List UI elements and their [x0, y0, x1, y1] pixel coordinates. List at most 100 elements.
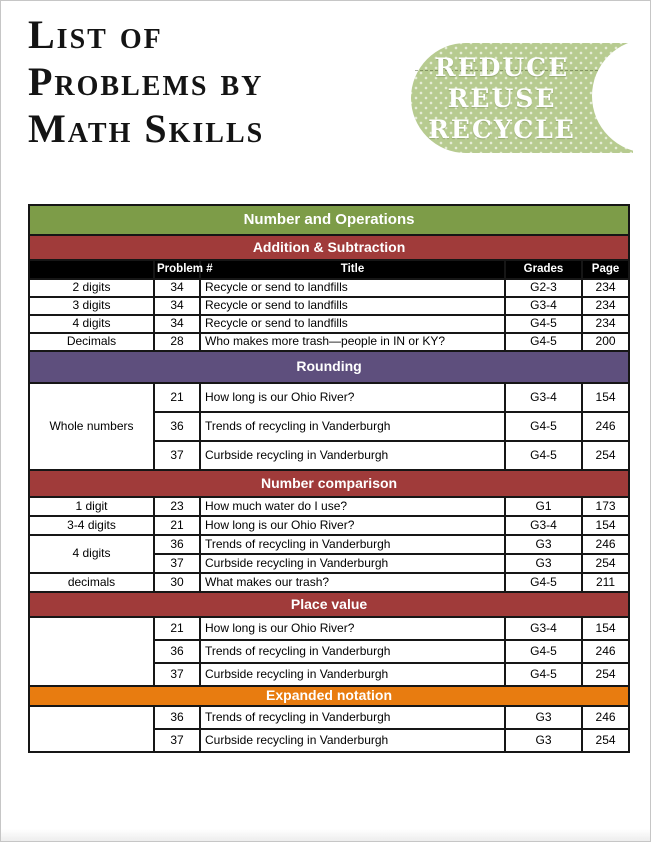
column-header: Grades — [504, 259, 583, 280]
skill-cell: 3 digits — [28, 296, 155, 316]
column-header: Page — [580, 259, 631, 280]
table-row: 37 Curbside recycling in Vanderburgh G4-5 2… — [29, 662, 631, 687]
problem-cell: 21 — [153, 616, 201, 641]
skill-cell: decimals — [28, 572, 155, 593]
title-cell: How long is our Ohio River? — [199, 382, 506, 413]
title-cell: How long is our Ohio River? — [199, 515, 506, 536]
grades-cell: G3 — [504, 705, 583, 730]
grades-cell: G4-5 — [504, 639, 583, 664]
page-cell: 234 — [580, 296, 631, 316]
skill-cell: 4 digits — [28, 314, 155, 334]
grades-cell: G4-5 — [504, 440, 583, 471]
table-row: Decimals 28 Who makes more trash—people in… — [28, 332, 631, 352]
page-cell: 246 — [580, 639, 631, 664]
grades-cell: G3-4 — [504, 616, 583, 641]
table-row: 3 digits 34 Recycle or send to landfills G3… — [28, 296, 631, 316]
page-cell: 211 — [580, 572, 631, 593]
title-cell: Recycle or send to landfills — [199, 296, 506, 316]
problem-cell: 34 — [153, 314, 201, 334]
table-row: 36 Trends of recycling in Vanderburgh G4-5… — [29, 411, 631, 442]
page-title: List of Problems by Math Skills — [28, 11, 264, 152]
page-cell: 200 — [580, 332, 631, 352]
title-line: List of — [28, 12, 163, 57]
group-header: Number and Operations — [27, 204, 631, 236]
group-header-row: Number and Operations — [27, 204, 631, 236]
badge-circle-cutout — [592, 39, 650, 153]
problem-cell: 36 — [153, 705, 201, 730]
table-row: 36 Trends of recycling in Vanderburgh G3 24… — [28, 705, 631, 753]
grades-cell: G4-5 — [504, 332, 583, 352]
problem-cell: 23 — [153, 496, 201, 517]
problem-cell: 34 — [153, 296, 201, 316]
column-header: Title — [199, 259, 506, 280]
table-row: 4 digits 36 Trends of recycling in Vanderb… — [28, 534, 631, 574]
table-row: decimals 30 What makes our trash? G4-5 211 — [28, 572, 631, 593]
skill-cell: Whole numbers — [28, 382, 155, 471]
table-row: 37 Curbside recycling in Vanderburgh G3 254 — [29, 728, 631, 753]
section-header: Rounding — [27, 350, 631, 384]
grades-cell: G3-4 — [504, 382, 583, 413]
title-cell: Curbside recycling in Vanderburgh — [199, 728, 506, 753]
page-cell: 254 — [580, 728, 631, 753]
skills-table: Number and Operations Addition & Subtract… — [27, 204, 631, 753]
page-cell: 173 — [580, 496, 631, 517]
grades-cell: G4-5 — [504, 411, 583, 442]
grades-cell: G1 — [504, 496, 583, 517]
table-row: 36 Trends of recycling in Vanderburgh G4-5… — [29, 639, 631, 664]
skill-cell — [28, 616, 155, 687]
problem-cell: 30 — [153, 572, 201, 593]
title-cell: Trends of recycling in Vanderburgh — [199, 639, 506, 664]
grades-cell: G4-5 — [504, 314, 583, 334]
problem-cell: 28 — [153, 332, 201, 352]
page-cell: 246 — [580, 705, 631, 730]
skill-cell — [28, 705, 155, 753]
title-cell: Trends of recycling in Vanderburgh — [199, 534, 506, 555]
title-cell: How much water do I use? — [199, 496, 506, 517]
section-header-row: Number comparison — [27, 469, 631, 498]
badge-line: RECYCLE — [428, 114, 576, 144]
skill-cell: 2 digits — [28, 278, 155, 298]
section-header: Number comparison — [27, 469, 631, 498]
problem-cell: 34 — [153, 278, 201, 298]
grades-cell: G3-4 — [504, 515, 583, 536]
page-cell: 234 — [580, 314, 631, 334]
table-row: 3-4 digits 21 How long is our Ohio River? G… — [28, 515, 631, 536]
grades-cell: G4-5 — [504, 572, 583, 593]
badge-line: REDUCE — [434, 52, 570, 82]
page-cell: 246 — [580, 534, 631, 555]
table-row: 4 digits 34 Recycle or send to landfills G4… — [28, 314, 631, 334]
section-header-row: Addition & Subtraction — [27, 234, 631, 261]
skill-cell: 4 digits — [28, 534, 155, 574]
title-cell: Curbside recycling in Vanderburgh — [199, 440, 506, 471]
problem-cell: 37 — [153, 440, 201, 471]
grades-cell: G2-3 — [504, 278, 583, 298]
grades-cell: G3-4 — [504, 296, 583, 316]
title-cell: Trends of recycling in Vanderburgh — [199, 705, 506, 730]
title-cell: Trends of recycling in Vanderburgh — [199, 411, 506, 442]
table-row: 21 How long is our Ohio River? G3-4 154 — [28, 616, 631, 687]
badge-seam-line — [415, 70, 633, 71]
column-header: Problem # — [153, 259, 213, 280]
section-header: Expanded notation — [27, 685, 631, 707]
title-cell: How long is our Ohio River? — [199, 616, 506, 641]
page-cell: 154 — [580, 515, 631, 536]
skills-table-body: Number and Operations Addition & Subtract… — [27, 204, 631, 753]
column-header — [28, 259, 155, 280]
problem-cell: 36 — [153, 639, 201, 664]
grades-cell: G3 — [504, 728, 583, 753]
title-cell: Who makes more trash—people in IN or KY? — [199, 332, 506, 352]
problem-cell: 21 — [153, 515, 201, 536]
title-cell: What makes our trash? — [199, 572, 506, 593]
page-cell: 234 — [580, 278, 631, 298]
page-cell: 254 — [580, 440, 631, 471]
grades-cell: G3 — [504, 534, 583, 555]
table-row: 1 digit 23 How much water do I use? G1 173 — [28, 496, 631, 517]
problem-cell: 21 — [153, 382, 201, 413]
title-cell: Curbside recycling in Vanderburgh — [199, 553, 506, 574]
section-header-row: Place value — [27, 591, 631, 618]
problem-cell: 36 — [153, 411, 201, 442]
section-header-row: Expanded notation — [27, 685, 631, 707]
title-cell: Recycle or send to landfills — [199, 278, 506, 298]
problem-cell: 37 — [153, 728, 201, 753]
skill-cell: 3-4 digits — [28, 515, 155, 536]
